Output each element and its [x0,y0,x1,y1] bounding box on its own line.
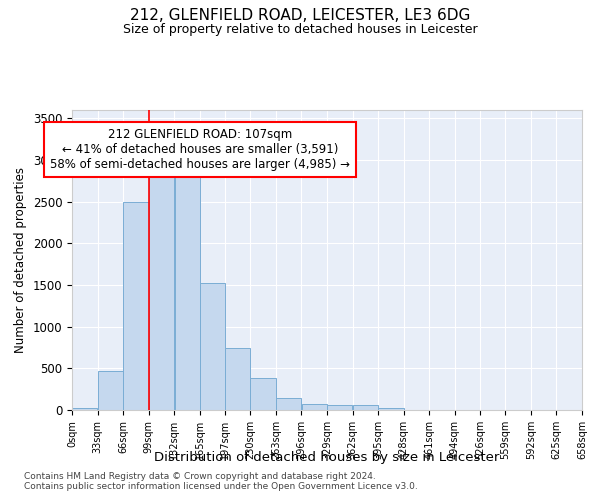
Text: Size of property relative to detached houses in Leicester: Size of property relative to detached ho… [122,22,478,36]
Bar [327,406,352,410]
Bar [124,202,149,410]
Bar [175,175,200,410]
Bar [276,398,301,410]
Bar [200,284,225,410]
Text: 212 GLENFIELD ROAD: 107sqm
← 41% of detached houses are smaller (3,591)
58% of s: 212 GLENFIELD ROAD: 107sqm ← 41% of deta… [50,128,350,172]
Bar [379,408,404,410]
Bar [72,408,97,410]
Bar [149,175,174,410]
Bar [250,378,275,410]
Bar [353,406,378,410]
Y-axis label: Number of detached properties: Number of detached properties [14,167,27,353]
Bar [98,371,123,410]
Text: Contains HM Land Registry data © Crown copyright and database right 2024.: Contains HM Land Registry data © Crown c… [24,472,376,481]
Bar [302,404,327,410]
Bar [225,348,250,410]
Text: 212, GLENFIELD ROAD, LEICESTER, LE3 6DG: 212, GLENFIELD ROAD, LEICESTER, LE3 6DG [130,8,470,22]
Text: Distribution of detached houses by size in Leicester: Distribution of detached houses by size … [154,451,500,464]
Text: Contains public sector information licensed under the Open Government Licence v3: Contains public sector information licen… [24,482,418,491]
